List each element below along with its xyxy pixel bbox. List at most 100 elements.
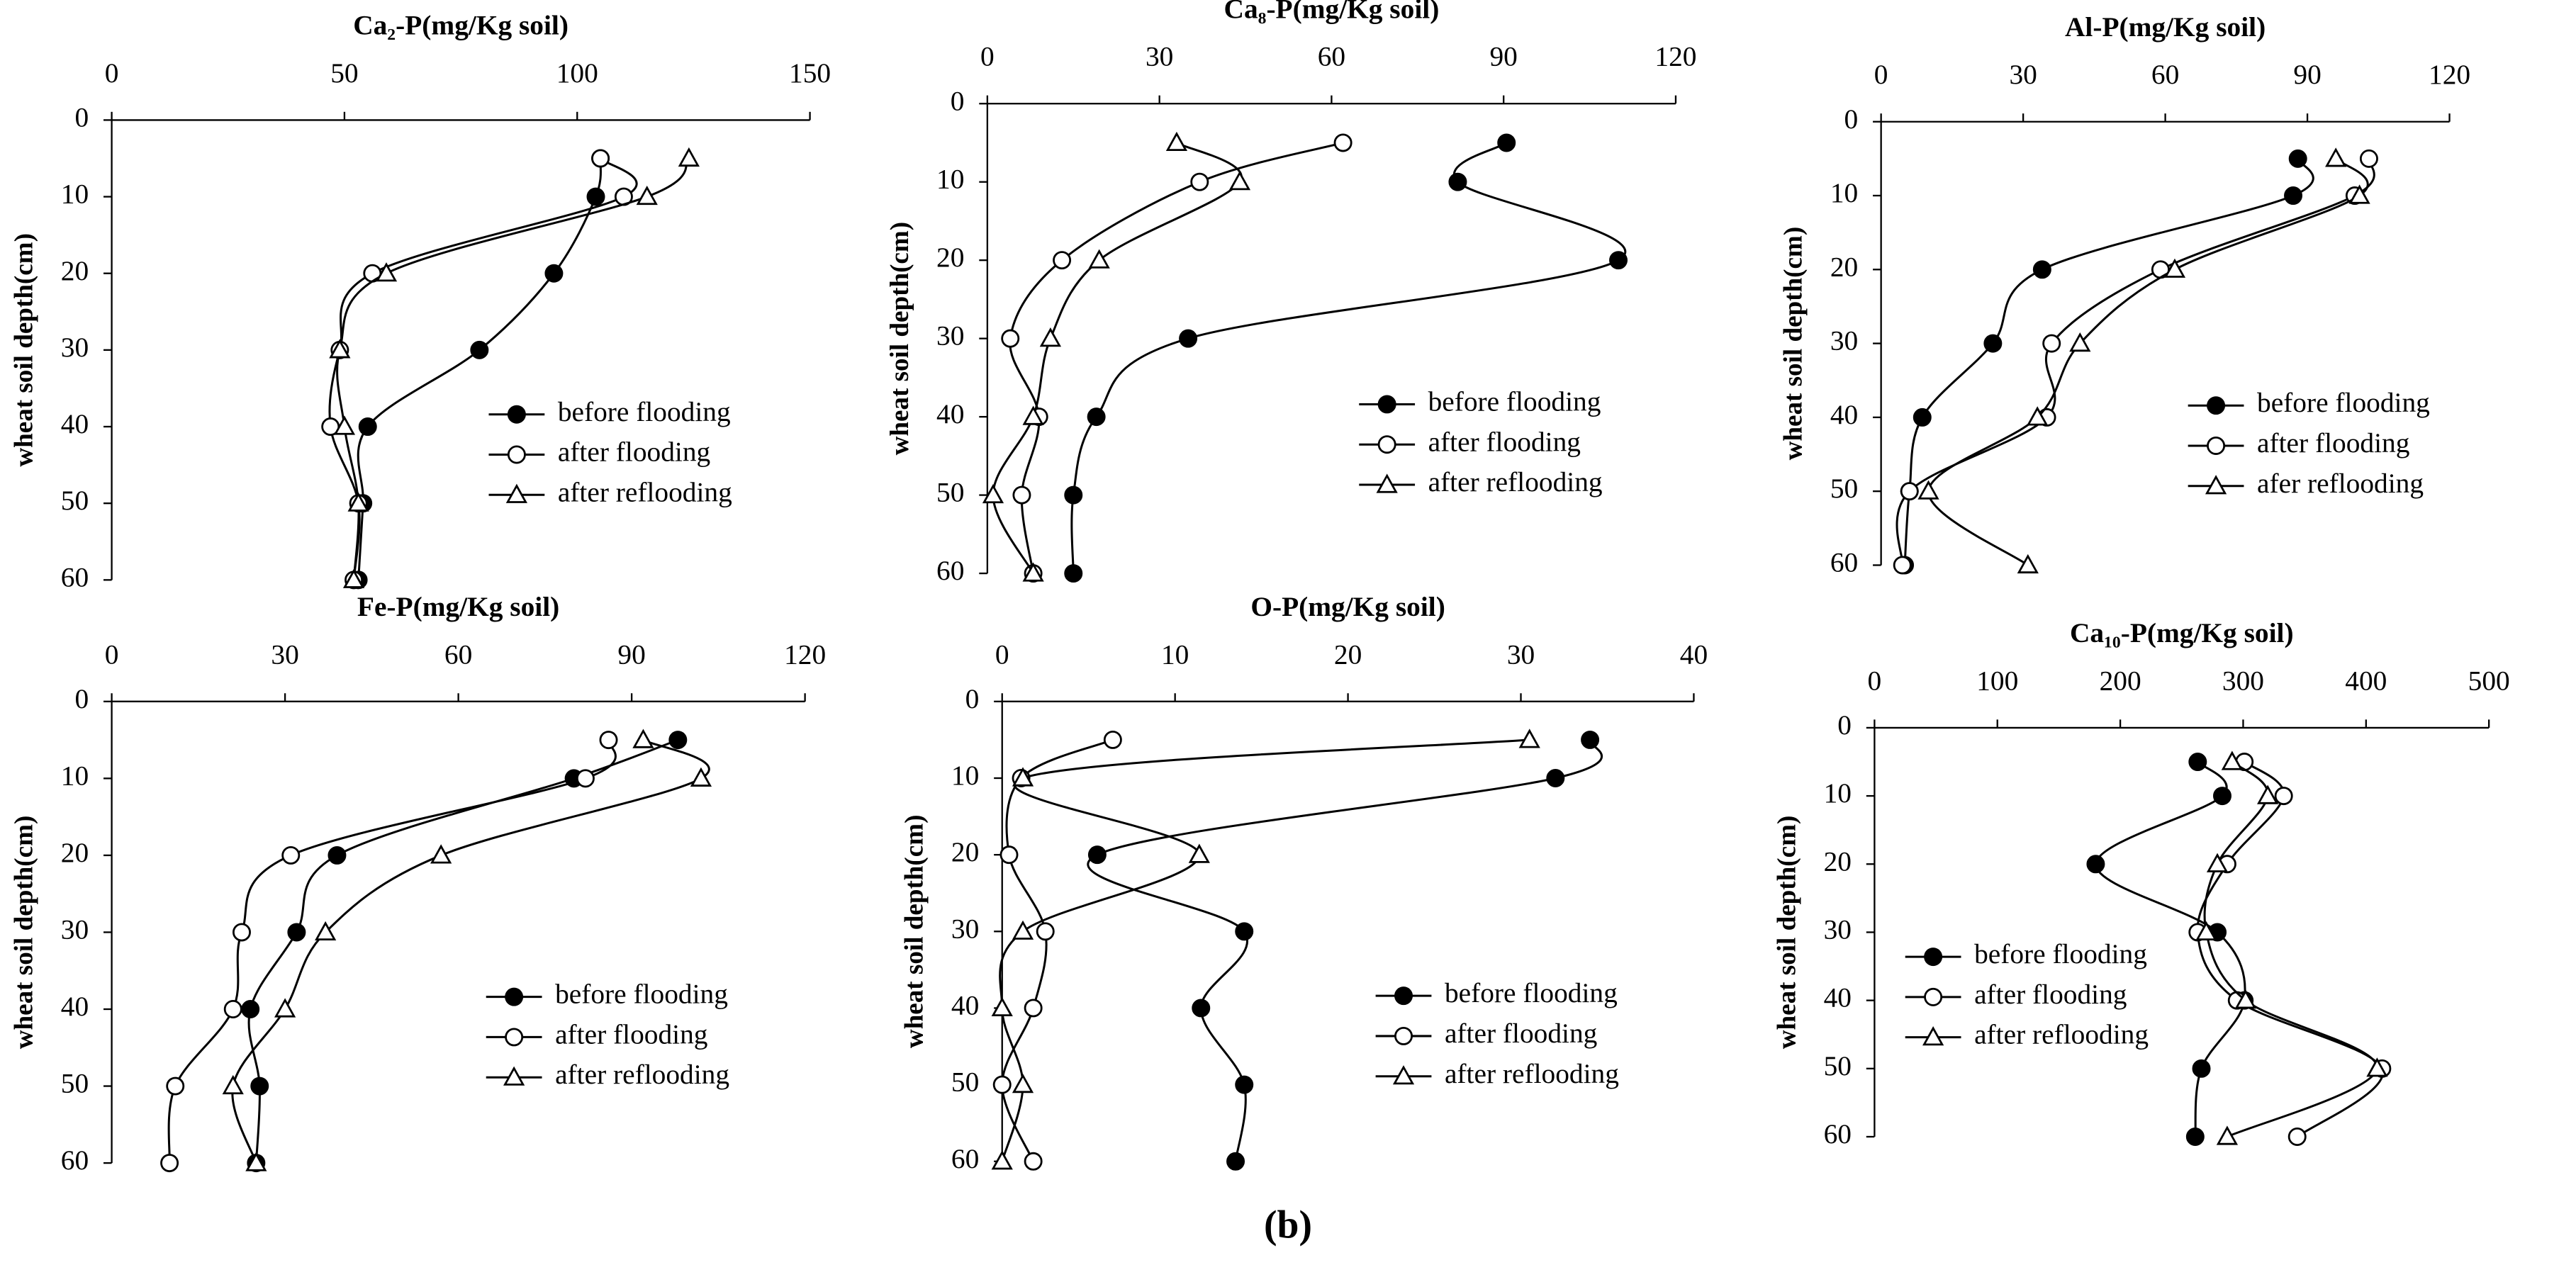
y-tick-label: 30 [61,914,89,945]
y-tick-label: 20 [1830,251,1858,282]
x-tick-label: 90 [1489,41,1517,72]
y-tick-label: 20 [951,836,979,867]
series-line [231,738,710,1164]
legend-label: before flooding [1445,977,1618,1008]
marker [2086,855,2105,874]
legend-label: before flooding [1974,938,2147,969]
marker [1012,1074,1034,1093]
series-line [336,157,690,580]
marker [999,845,1019,865]
chart-title: Al-P(mg/Kg soil) [2065,11,2266,43]
marker [2287,1128,2307,1146]
marker [1103,730,1122,749]
y-tick-label: 20 [61,255,89,286]
x-tick-label: 60 [2151,59,2179,90]
y-tick-label: 60 [951,1143,979,1174]
marker [1087,407,1106,427]
marker [2325,147,2347,167]
marker [1022,405,1044,425]
marker [632,729,654,748]
chart-title: Ca₁₀-P(mg/Kg soil) [2070,617,2294,648]
chart-title: Ca₂-P(mg/Kg soil) [353,10,569,41]
legend-marker [1924,948,1943,967]
y-tick-label: 0 [74,101,89,133]
y-axis-label: wheat soil depth(cm) [10,233,39,467]
marker [2195,921,2217,941]
marker [1983,334,2003,353]
legend-label: before flooding [558,396,731,427]
x-tick-label: 40 [1680,639,1708,670]
y-tick-label: 50 [61,1068,89,1099]
x-tick-label: 30 [1507,639,1535,670]
y-tick-label: 0 [965,683,980,714]
marker [1179,329,1198,348]
y-tick-label: 10 [61,179,89,210]
marker [992,1075,1012,1094]
y-axis-label: wheat soil depth(cm) [1772,816,1801,1050]
legend-marker [2207,396,2226,415]
y-tick-label: 40 [61,408,89,439]
x-tick-label: 0 [1874,59,1888,90]
y-tick-label: 30 [61,332,89,363]
x-tick-label: 400 [2345,665,2387,696]
marker [2284,186,2303,205]
legend-marker [507,405,526,424]
marker [2288,149,2307,168]
legend-marker [505,987,524,1006]
y-tick-label: 30 [936,320,964,352]
marker [982,483,1004,504]
y-tick-label: 0 [951,85,965,116]
x-tick-label: 60 [1318,41,1345,72]
legend-label: after reflooding [558,476,732,507]
legend-label: after flooding [1445,1018,1597,1049]
marker [2188,753,2207,771]
x-tick-label: 20 [1334,639,1362,670]
series-line [167,739,617,1164]
marker [1900,482,1919,501]
legend-label: after reflooding [1974,1019,2149,1050]
series-line [1070,142,1627,574]
y-axis-label: wheat soil depth(cm) [1779,227,1808,461]
x-tick-label: 500 [2468,665,2510,696]
legend-marker [2207,437,2226,455]
legend-marker [1377,435,1396,454]
marker [1228,171,1251,191]
marker [2216,1125,2239,1145]
y-axis-label: wheat soil depth(cm) [885,222,914,456]
marker [2032,260,2051,279]
marker [358,417,377,437]
marker [1448,172,1467,191]
marker [1053,251,1072,270]
y-tick-label: 50 [1830,473,1858,504]
y-tick-label: 40 [61,991,89,1022]
x-tick-label: 30 [1146,41,1173,72]
legend-label: before flooding [2257,387,2430,418]
legend-label: after flooding [1428,426,1581,457]
x-tick-label: 120 [2429,59,2470,90]
y-tick-label: 50 [61,485,89,516]
marker [991,996,1013,1017]
marker [1581,730,1600,749]
marker [1024,999,1043,1018]
y-tick-label: 60 [936,555,964,586]
marker [1024,1152,1043,1171]
x-tick-label: 150 [789,57,831,89]
marker [1036,922,1055,941]
y-tick-label: 60 [61,1145,89,1176]
x-tick-label: 50 [330,57,358,89]
legend-marker [1922,1026,1944,1046]
y-tick-label: 0 [74,683,89,714]
marker [2221,750,2243,770]
legend-marker [1924,987,1943,1006]
marker [2274,787,2293,806]
legend-marker [1394,986,1413,1006]
y-tick-label: 10 [951,760,979,791]
x-tick-label: 100 [556,57,598,89]
marker [1012,920,1034,940]
marker [991,1150,1013,1170]
y-tick-label: 10 [1824,777,1852,809]
x-tick-label: 120 [1654,41,1696,72]
y-tick-label: 50 [936,477,964,508]
marker [2027,406,2049,426]
